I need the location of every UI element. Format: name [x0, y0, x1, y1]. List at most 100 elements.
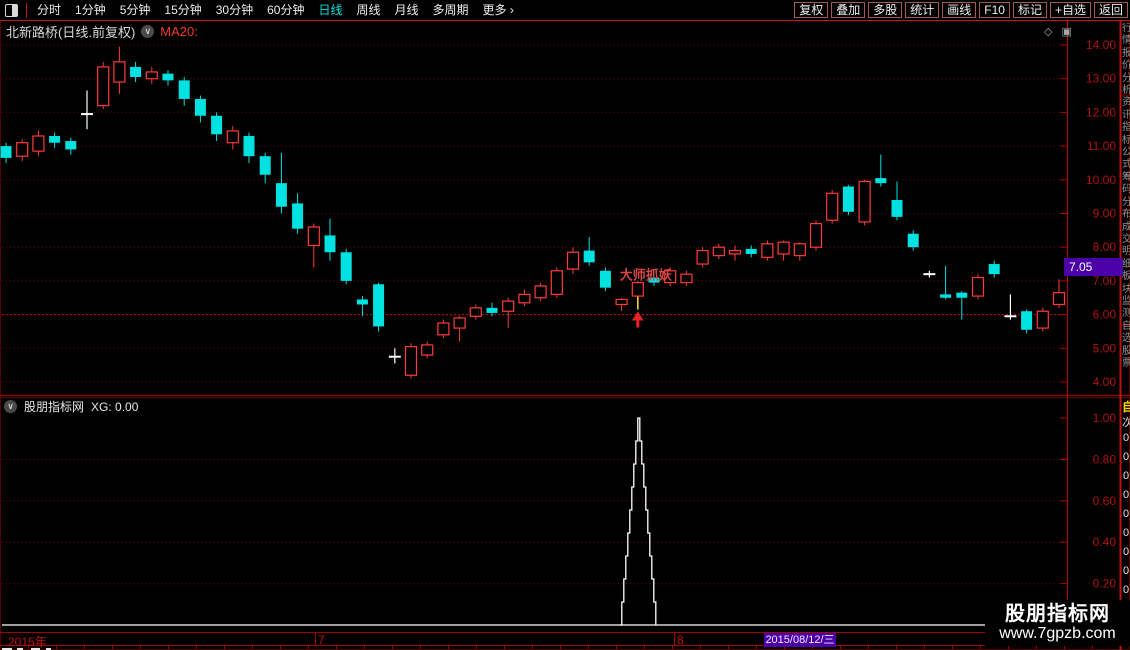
right-panel-strip[interactable]: 行情报价分析资讯指标公式筹码分布成交明细板块监测自选股票	[1122, 23, 1130, 369]
xg-axis-label: 0.60	[1093, 494, 1117, 508]
signal-up-arrow	[631, 311, 644, 321]
candle-down	[49, 135, 61, 143]
main-chart-header: 北新路桥(日线.前复权) ∨ MA20:	[6, 22, 198, 41]
candle-down	[292, 203, 304, 229]
toolbar-action-button[interactable]: 复权	[794, 2, 829, 18]
candle-up	[680, 273, 693, 284]
watermark-title: 股朋指标网	[1005, 603, 1110, 625]
candle-down	[599, 270, 611, 288]
candle-up	[145, 71, 158, 80]
candle-down	[373, 284, 385, 327]
ma20-label: MA20:	[160, 24, 198, 39]
candle-up	[16, 142, 29, 157]
toolbar-action-button[interactable]: 多股	[868, 2, 903, 18]
candle-down	[875, 178, 887, 184]
chevron-down-icon[interactable]: ∨	[141, 25, 155, 38]
candle-down	[259, 156, 271, 175]
candle-up	[971, 276, 985, 297]
candle-up	[809, 223, 823, 248]
strip-tab-label[interactable]: 自	[1122, 400, 1130, 414]
tab-period[interactable]: 分时	[37, 3, 62, 17]
candle-up	[1036, 310, 1049, 329]
price-axis-label: 11.00	[1087, 139, 1116, 153]
price-axis-label: 10.00	[1086, 173, 1116, 187]
candle-up	[113, 61, 126, 83]
candle-up	[453, 317, 466, 329]
candle-up	[631, 281, 644, 297]
price-axis-label: 4.00	[1093, 375, 1117, 389]
tab-period[interactable]: 5分钟	[119, 3, 151, 17]
toolbar-divider	[26, 2, 27, 18]
price-axis-label: 5.00	[1093, 341, 1117, 355]
toolbar-action-button[interactable]: +自选	[1049, 2, 1091, 18]
signal-text: 大师抓妖	[620, 268, 672, 283]
candle-down	[178, 80, 190, 99]
candle-down	[356, 299, 368, 305]
timeline-label: 8	[677, 633, 684, 647]
candle-up	[421, 344, 434, 356]
xg-axis-label: 0.80	[1093, 452, 1117, 466]
xg-axis-label: 1.00	[1093, 411, 1117, 425]
toolbar-action-button[interactable]: 标记	[1012, 2, 1047, 18]
candle-down	[194, 98, 206, 116]
tab-period[interactable]: 30分钟	[215, 3, 254, 17]
tab-period[interactable]: 1分钟	[75, 3, 106, 17]
price-axis-label: 12.00	[1086, 105, 1116, 119]
stock-title: 北新路桥(日线.前复权)	[6, 25, 136, 40]
candle-down	[211, 115, 223, 135]
candle-down	[907, 233, 919, 248]
candle-down	[988, 264, 1000, 275]
window-layout-icon[interactable]	[5, 3, 18, 17]
price-axis-label: 8.00	[1093, 240, 1117, 254]
toolbar-action-button[interactable]: 返回	[1093, 2, 1128, 18]
candle-up	[1052, 292, 1066, 306]
candle-up	[858, 180, 871, 223]
candle-up	[566, 251, 580, 270]
watermark-url: www.7gpzb.com	[999, 625, 1116, 642]
tab-period[interactable]: 月线	[394, 3, 419, 17]
signal-arrow-stem	[636, 318, 640, 328]
tab-period[interactable]: 更多 ›	[482, 3, 514, 17]
candle-down	[940, 294, 952, 298]
candle-up	[404, 346, 418, 376]
pane-control-icons[interactable]: ◇ ▣	[1044, 26, 1075, 38]
toolbar-action-button[interactable]: 叠加	[831, 2, 866, 18]
period-tabs: 分时 1分钟 5分钟 15分钟 30分钟 60分钟 日线 周线 月线 多周期 更多 ›	[30, 0, 521, 20]
candle-down	[745, 248, 757, 254]
price-axis-label: 13.00	[1086, 72, 1116, 86]
candle-up	[97, 66, 110, 107]
clipped-text-fragment	[46, 648, 51, 650]
candle-down	[243, 135, 255, 157]
candle-down	[130, 66, 142, 78]
chevron-down-icon[interactable]: ∨	[4, 400, 17, 413]
candle-up	[615, 298, 628, 306]
timeline-label: 7	[318, 633, 325, 647]
candle-up	[664, 270, 677, 284]
candle-down	[65, 141, 77, 150]
tab-period[interactable]: 15分钟	[164, 3, 202, 17]
toolbar-action-button[interactable]: 画线	[942, 2, 977, 18]
candle-down	[340, 252, 352, 281]
tab-period[interactable]: 60分钟	[267, 3, 305, 17]
price-axis-label: 9.00	[1093, 207, 1117, 221]
watermark: 股朋指标网 www.7gpzb.com	[985, 600, 1130, 646]
candle-down	[0, 146, 12, 158]
clipped-text-fragment	[17, 648, 23, 650]
candle-down	[162, 73, 174, 81]
candle-up	[469, 307, 482, 317]
timeline-label: 2015年	[8, 635, 47, 649]
candle-up	[712, 246, 725, 257]
candle-down	[275, 183, 287, 207]
toolbar-action-button[interactable]: 统计	[905, 2, 940, 18]
toolbar-action-button[interactable]: F10	[979, 2, 1010, 18]
candle-up	[550, 270, 563, 295]
candle-up	[307, 226, 320, 247]
tab-period[interactable]: 日线	[318, 3, 343, 17]
xg-axis-label: 0.20	[1093, 577, 1117, 591]
tab-period[interactable]: 周线	[356, 3, 381, 17]
candle-up	[728, 249, 742, 255]
tab-period[interactable]: 多周期	[432, 3, 469, 17]
